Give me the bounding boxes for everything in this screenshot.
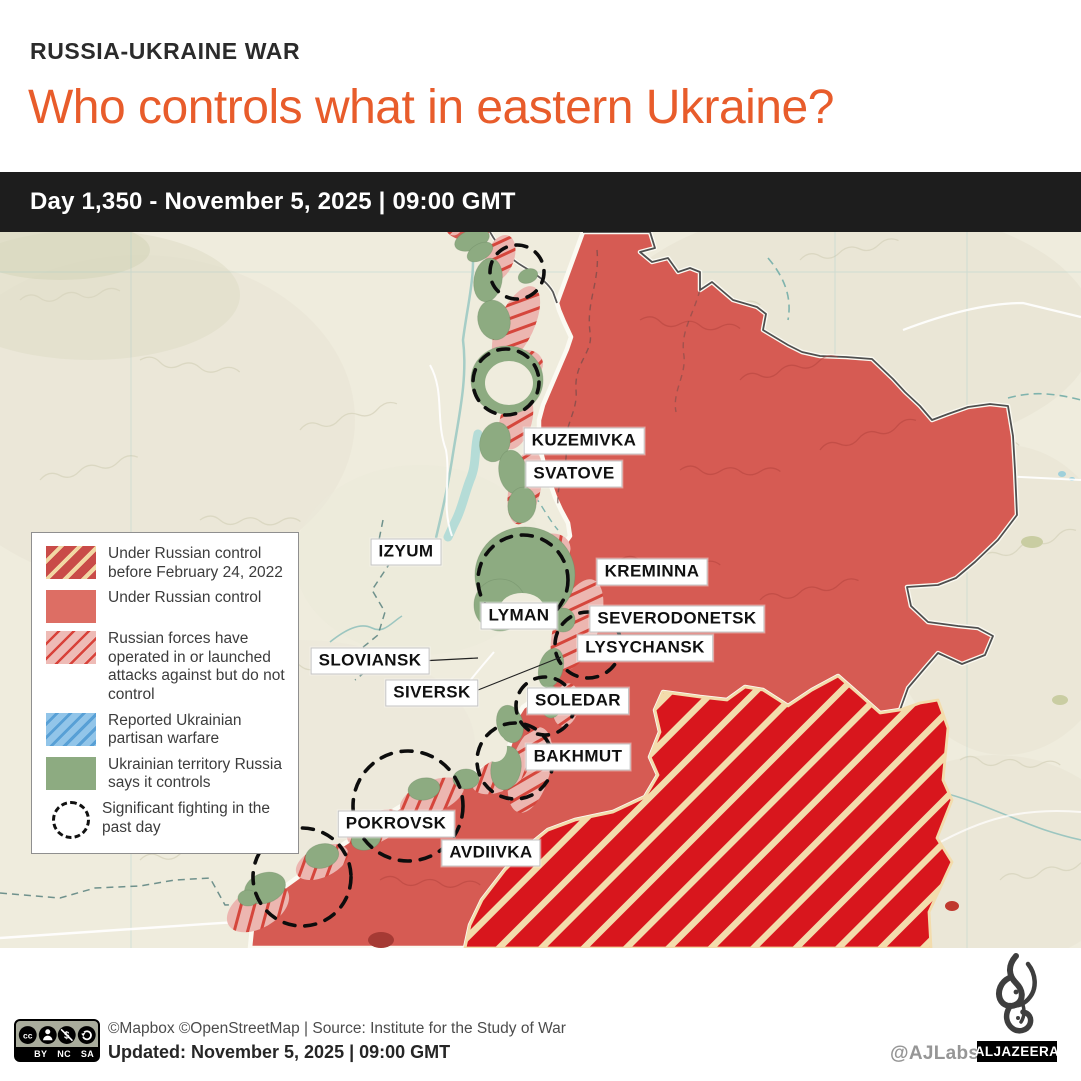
svg-text:cc: cc (23, 1030, 33, 1040)
kicker: RUSSIA-UKRAINE WAR (30, 38, 301, 64)
legend-label: Reported Ukrainian partisan warfare (108, 711, 242, 748)
attribution: ©Mapbox ©OpenStreetMap | Source: Institu… (108, 1020, 566, 1037)
city-label-lyman: LYMAN (480, 602, 558, 630)
legend-label: Under Russian control before February 24… (108, 545, 283, 581)
small-control-pocket (945, 901, 959, 911)
city-label-bakhmut: BAKHMUT (525, 743, 631, 771)
city-label-avdiivka: AVDIIVKA (441, 839, 541, 867)
leader-lines (419, 656, 562, 693)
legend-label: Russian forces have operated in or launc… (108, 630, 285, 703)
legend-item-claimed: Ukrainian territory Russia says it contr… (46, 755, 286, 793)
page-title: Who controls what in eastern Ukraine? (28, 81, 834, 134)
legend-item-attacks: Russian forces have operated in or launc… (46, 630, 286, 704)
legend-label: Significant fighting in the past day (102, 799, 271, 836)
legend-item-pre2022: Under Russian control before February 24… (46, 545, 286, 582)
date-bar-text: Day 1,350 - November 5, 2025 | 09:00 GMT (30, 188, 516, 215)
cc-icon: cc (18, 1026, 37, 1044)
cc-nc-icon: $ (57, 1026, 76, 1044)
legend-label: Under Russian control (108, 589, 262, 607)
war-map: KUZEMIVKA SVATOVE IZYUM KREMINNA LYMAN S… (0, 232, 1081, 948)
cc-license-strip: BY NC SA (16, 1047, 98, 1060)
map-graphic (0, 232, 1081, 948)
legend: Under Russian control before February 24… (31, 532, 299, 854)
legend-item-control: Under Russian control (46, 589, 286, 624)
city-label-lysychansk: LYSYCHANSK (577, 634, 713, 662)
cc-sa-label: SA (80, 1048, 94, 1059)
footer: cc $ BY N (0, 948, 1081, 1081)
swatch-claimed-green (46, 756, 96, 790)
city-label-sloviansk: SLOVIANSK (310, 647, 430, 675)
aljazeera-wordmark: ALJAZEERA (975, 1041, 1059, 1062)
city-label-kreminna: KREMINNA (596, 558, 708, 586)
city-label-izyum: IZYUM (370, 538, 442, 566)
swatch-attack-zone (46, 631, 96, 665)
swatch-fighting-circle (52, 800, 90, 839)
city-label-svatove: SVATOVE (525, 460, 623, 488)
date-bar: Day 1,350 - November 5, 2025 | 09:00 GMT (0, 172, 1081, 232)
city-label-severodonetsk: SEVERODONETSK (589, 605, 765, 633)
pre2022-region (463, 674, 954, 948)
cc-by-person-icon (38, 1026, 57, 1044)
aljazeera-logo-icon (996, 953, 1037, 1034)
claimed-green-zones (237, 232, 576, 907)
legend-item-partisan: Reported Ukrainian partisan warfare (46, 711, 286, 749)
creative-commons-badge: cc $ BY N (14, 1019, 100, 1062)
legend-label: Ukrainian territory Russia says it contr… (108, 755, 282, 792)
city-label-siversk: SIVERSK (385, 679, 479, 707)
cc-nc-label: NC (57, 1048, 71, 1059)
city-label-pokrovsk: POKROVSK (337, 810, 455, 838)
swatch-russian-control (46, 590, 96, 624)
swatch-partisan (46, 712, 96, 746)
city-label-kuzemivka: KUZEMIVKA (523, 427, 645, 455)
swatch-pre2022-hatch (46, 546, 96, 579)
legend-item-fighting: Significant fighting in the past day (46, 799, 286, 839)
ajlabs-handle: @AJLabs (890, 1043, 980, 1064)
cc-sa-icon (77, 1026, 96, 1044)
updated-timestamp: Updated: November 5, 2025 | 09:00 GMT (108, 1042, 451, 1062)
city-label-soledar: SOLEDAR (527, 687, 629, 715)
cc-by-label: BY (34, 1048, 48, 1059)
